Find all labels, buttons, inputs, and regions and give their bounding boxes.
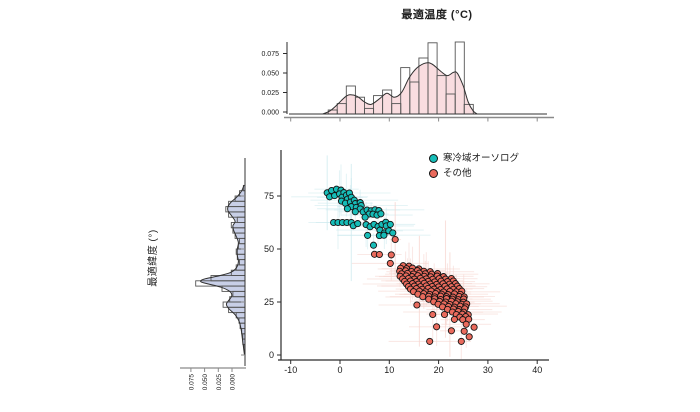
legend-label-other: その他	[443, 168, 472, 179]
svg-text:-10: -10	[284, 365, 297, 375]
legend-label-cold: 寒冷域オーソログ	[443, 153, 520, 164]
svg-text:0.050: 0.050	[202, 374, 209, 391]
svg-text:0.075: 0.075	[188, 374, 195, 391]
left-histogram: 0.075 0.050 0.025 0.000	[180, 158, 246, 390]
legend-item-cold: 寒冷域オーソログ	[429, 151, 519, 166]
svg-text:0.075: 0.075	[261, 51, 279, 58]
svg-text:50: 50	[264, 244, 274, 254]
svg-text:25: 25	[264, 297, 274, 307]
svg-text:0.025: 0.025	[261, 90, 279, 97]
svg-text:0.000: 0.000	[261, 110, 279, 117]
legend-swatch-0	[429, 154, 438, 163]
svg-text:0.025: 0.025	[216, 374, 223, 391]
svg-text:0.000: 0.000	[230, 374, 237, 391]
svg-text:0.050: 0.050	[261, 71, 279, 78]
svg-text:0: 0	[269, 350, 274, 360]
svg-text:30: 30	[483, 365, 493, 375]
left-axis-title: 最適緯度 (°)	[148, 229, 159, 287]
legend: 寒冷域オーソログ その他	[429, 151, 519, 181]
top-axis-title: 最適温度 (°C)	[401, 9, 473, 21]
legend-item-other: その他	[429, 166, 519, 181]
svg-text:75: 75	[264, 191, 274, 201]
svg-text:10: 10	[384, 365, 394, 375]
svg-text:40: 40	[532, 365, 542, 375]
svg-text:20: 20	[434, 365, 444, 375]
svg-text:0: 0	[337, 365, 342, 375]
scatter-axes: -10 0 10 20 30 40 0 25 50 75	[264, 150, 549, 375]
top-histogram: 0.000 0.025 0.050 0.075	[261, 41, 554, 122]
legend-swatch-1	[429, 169, 438, 178]
scatter-points	[323, 185, 478, 345]
